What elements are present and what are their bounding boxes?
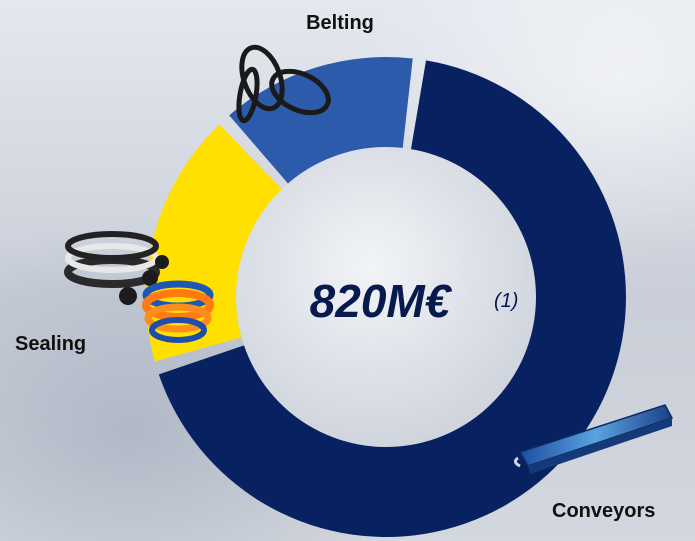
center-footnote: (1) [494,290,518,312]
label-belting: Belting [306,12,374,34]
label-conveyors: Conveyors [552,500,655,522]
conveyor-belt-icon [513,404,674,474]
belt-loops-icon [236,44,331,124]
center-value: 820M€ [310,275,453,327]
seal-rings-icon [64,231,214,343]
donut-segments [145,57,627,537]
donut-hole [236,147,536,447]
segment-sealing [145,124,282,362]
segment-belting [229,57,413,184]
label-sealing: Sealing [15,333,86,355]
segment-conveyors [158,60,627,537]
